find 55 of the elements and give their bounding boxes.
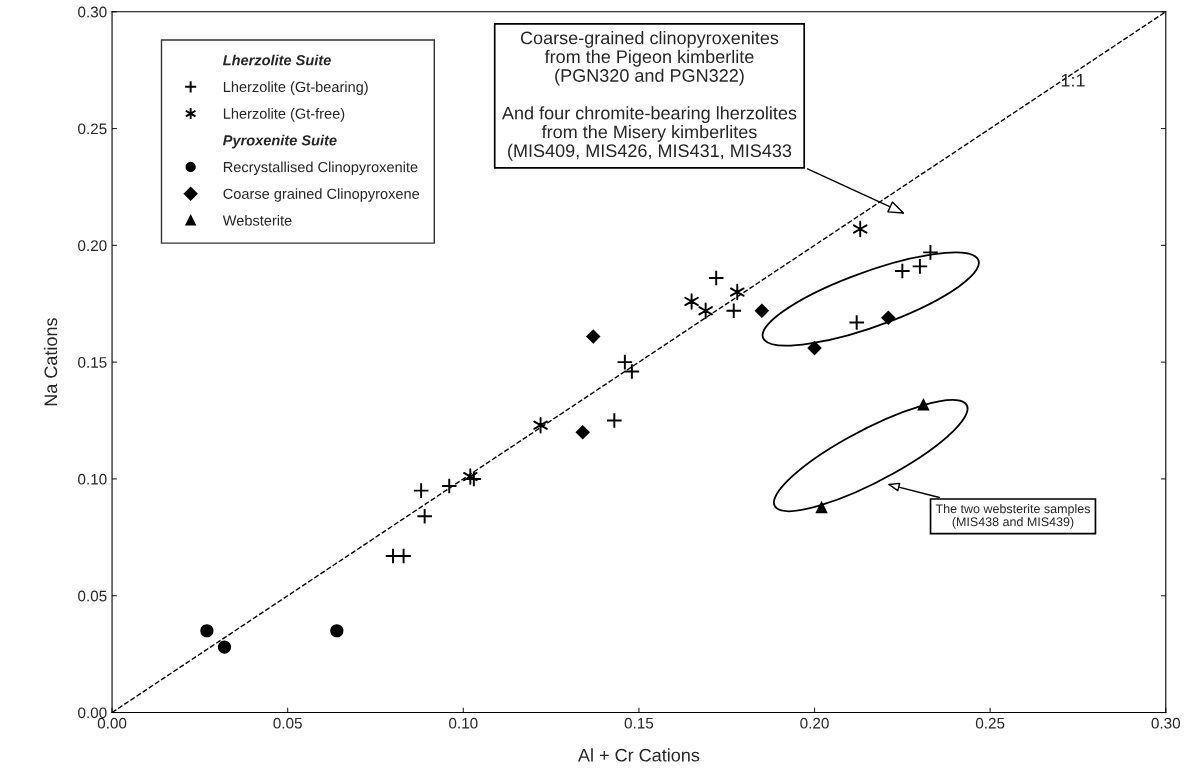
annotation: Pyroxenite Suite xyxy=(223,134,337,149)
point xyxy=(729,283,745,301)
x-tick-label: 0.05 xyxy=(273,717,302,729)
point xyxy=(754,303,770,319)
annotation: 1:1 xyxy=(1061,74,1085,87)
x-tick-label: 0.30 xyxy=(1151,717,1181,729)
x-tick-label: 0.00 xyxy=(97,717,127,729)
point xyxy=(575,424,590,440)
y-axis-title: Na Cations xyxy=(43,318,58,406)
point xyxy=(881,310,896,326)
y-tick-label: 0.05 xyxy=(78,590,107,602)
point xyxy=(894,262,911,280)
point xyxy=(807,340,822,356)
point xyxy=(200,624,214,638)
legend-label: Lherzolite (Gt-bearing) xyxy=(223,81,368,95)
point xyxy=(725,302,742,319)
annotation: The two websterite samples (MIS438 and MIS439) xyxy=(935,503,1090,529)
point xyxy=(606,412,623,429)
point xyxy=(852,220,868,238)
annotation: Coarse-grained clinopyroxenites from the Pigeon kimberlite (PGN320 and PGN322) And four chromite-bearing lherzolites from the Misery kimberlites (MIS409, MIS426, MIS431, MIS433 xyxy=(501,31,797,161)
legend-title: Lherzolite Suite xyxy=(223,54,331,66)
y-tick-label: 0.00 xyxy=(78,707,107,719)
legend-label: Lherzolite (Gt-free) xyxy=(223,108,345,122)
x-axis-title: Al + Cr Cations xyxy=(577,748,700,762)
point xyxy=(848,314,865,331)
point xyxy=(463,468,478,485)
point xyxy=(330,624,344,638)
y-tick-label: 0.30 xyxy=(78,6,107,18)
point xyxy=(684,293,699,310)
point xyxy=(707,269,725,287)
point xyxy=(917,397,930,411)
point xyxy=(922,244,939,261)
y-tick-label: 0.10 xyxy=(78,473,107,485)
point xyxy=(616,353,634,371)
x-tick-label: 0.25 xyxy=(975,717,1005,729)
point xyxy=(698,302,713,319)
point xyxy=(911,258,929,275)
point xyxy=(815,500,828,514)
point xyxy=(585,329,601,344)
x-tick-label: 0.20 xyxy=(800,717,829,729)
x-tick-label: 0.15 xyxy=(624,717,654,729)
x-tick-label: 0.10 xyxy=(449,717,478,729)
legend-label: Recrystallised Clinopyroxenite xyxy=(223,161,418,176)
point xyxy=(217,640,232,654)
point xyxy=(623,363,641,380)
point xyxy=(440,477,458,495)
legend-label: Coarse grained Clinopyroxene xyxy=(223,188,420,202)
y-tick-label: 0.20 xyxy=(78,240,107,252)
point xyxy=(412,482,430,499)
y-tick-label: 0.15 xyxy=(78,357,107,368)
legend-label: Websterite xyxy=(222,214,292,226)
point xyxy=(416,508,433,525)
point xyxy=(465,470,483,488)
point xyxy=(533,416,548,434)
y-tick-label: 0.25 xyxy=(78,123,107,135)
